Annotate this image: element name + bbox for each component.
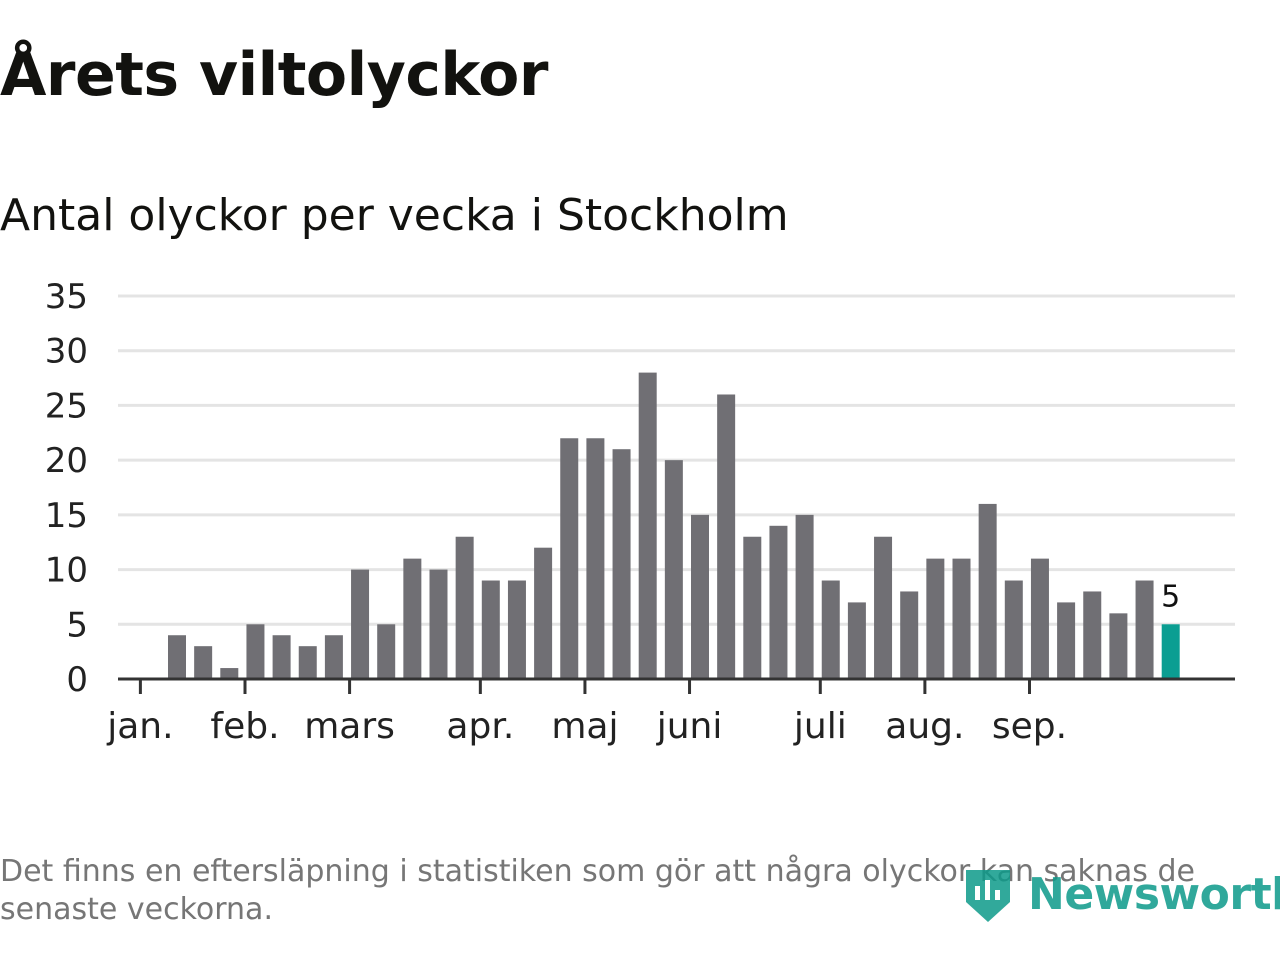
x-tick-label: mars (304, 706, 395, 747)
x-axis-ticks: jan. feb. mars apr. maj juni juli aug. sep. (106, 679, 1067, 747)
bar (351, 569, 370, 679)
bar (874, 536, 893, 679)
bar (638, 372, 657, 679)
x-tick-label: feb. (210, 706, 279, 747)
bar (926, 558, 945, 679)
logo-text: Newsworthy (1028, 868, 1280, 920)
bars (168, 372, 1180, 679)
bar (1083, 591, 1102, 679)
newsworthy-logo-icon (966, 870, 1010, 922)
y-tick-label: 35 (45, 277, 88, 317)
y-axis-labels: 0 5 10 15 20 25 30 35 (45, 277, 88, 700)
bar (1057, 602, 1076, 679)
x-tick-label: juli (793, 706, 847, 747)
bar (1109, 613, 1128, 679)
bar (612, 449, 631, 679)
bar (377, 624, 396, 679)
bar (821, 580, 840, 679)
bar (194, 646, 213, 679)
bar-chart: 0 5 10 15 20 25 30 35 jan. feb. mars apr. maj juni ju… (45, 277, 1235, 747)
bar (403, 558, 422, 679)
bar (324, 635, 343, 679)
bar (1030, 558, 1049, 679)
x-tick-label: apr. (446, 706, 514, 747)
bar (1004, 580, 1023, 679)
bar (691, 514, 709, 679)
bar (847, 602, 866, 679)
bar (168, 635, 186, 679)
bar (978, 503, 997, 679)
chart-subtitle: Antal olyckor per vecka i Stockholm (0, 190, 789, 241)
bar (246, 624, 265, 679)
x-tick-label: jan. (106, 706, 173, 747)
bar-highlight (1161, 624, 1180, 679)
y-tick-label: 15 (45, 496, 88, 536)
bar (455, 536, 474, 679)
x-tick-label: aug. (885, 706, 964, 747)
x-tick-label: sep. (992, 706, 1067, 747)
bar (429, 569, 448, 679)
x-tick-label: juni (656, 706, 723, 747)
chart-title: Årets viltolyckor (0, 40, 549, 110)
bar (769, 525, 788, 679)
bar (560, 438, 579, 679)
bar (743, 536, 762, 679)
bar (220, 668, 239, 679)
bar (795, 514, 814, 679)
bar (717, 394, 736, 679)
x-tick-label: maj (551, 706, 618, 747)
bar (952, 558, 971, 679)
data-labels: 5 (1161, 579, 1180, 614)
bar (900, 591, 919, 679)
bar (664, 460, 683, 679)
data-label: 5 (1161, 579, 1180, 614)
y-tick-label: 5 (66, 605, 88, 645)
newsworthy-logo: Newsworthy (962, 864, 1280, 924)
y-tick-label: 10 (45, 551, 88, 591)
bar (298, 646, 317, 679)
y-tick-label: 20 (45, 441, 88, 481)
y-tick-label: 25 (45, 386, 88, 426)
y-tick-label: 30 (45, 332, 88, 372)
bar (272, 635, 291, 679)
y-tick-label: 0 (66, 660, 88, 700)
bar (481, 580, 500, 679)
bar (1135, 580, 1154, 679)
bar (586, 438, 605, 679)
bar (534, 547, 553, 679)
bar (507, 580, 526, 679)
